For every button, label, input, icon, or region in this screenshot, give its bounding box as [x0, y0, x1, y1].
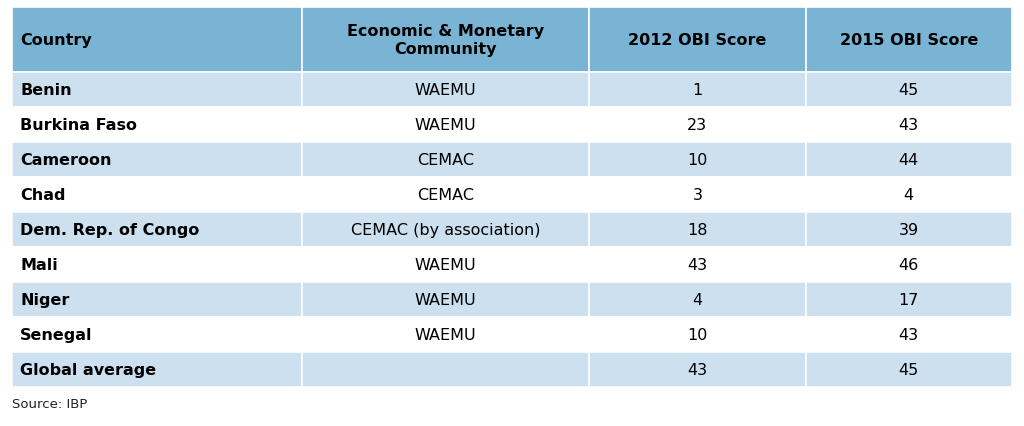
Bar — [589, 143, 806, 178]
Text: 43: 43 — [899, 327, 919, 342]
Bar — [302, 317, 589, 352]
Text: Benin: Benin — [20, 83, 72, 98]
Bar — [589, 108, 806, 143]
Bar — [302, 178, 589, 213]
Bar — [302, 282, 589, 317]
Text: Senegal: Senegal — [20, 327, 93, 342]
Text: 10: 10 — [687, 153, 708, 167]
Bar — [302, 8, 589, 73]
Bar — [589, 248, 806, 282]
Bar — [806, 248, 1012, 282]
Text: 17: 17 — [899, 292, 919, 307]
Text: 1: 1 — [692, 83, 702, 98]
Bar — [589, 8, 806, 73]
Bar — [806, 282, 1012, 317]
Text: 2015 OBI Score: 2015 OBI Score — [840, 33, 978, 48]
Bar — [806, 8, 1012, 73]
Bar — [589, 282, 806, 317]
Bar — [589, 73, 806, 108]
Text: Cameroon: Cameroon — [20, 153, 112, 167]
Text: 44: 44 — [899, 153, 919, 167]
Bar — [806, 143, 1012, 178]
Text: Chad: Chad — [20, 187, 66, 202]
Text: 46: 46 — [899, 257, 919, 272]
Text: Economic & Monetary
Community: Economic & Monetary Community — [347, 24, 544, 57]
Text: 39: 39 — [899, 222, 919, 237]
Text: WAEMU: WAEMU — [415, 118, 476, 132]
Bar — [589, 213, 806, 248]
Bar — [12, 143, 302, 178]
Text: Dem. Rep. of Congo: Dem. Rep. of Congo — [20, 222, 200, 237]
Bar — [806, 317, 1012, 352]
Text: 4: 4 — [692, 292, 702, 307]
Bar — [806, 73, 1012, 108]
Bar — [302, 73, 589, 108]
Bar — [12, 352, 302, 387]
Bar — [12, 248, 302, 282]
Bar — [302, 108, 589, 143]
Text: 10: 10 — [687, 327, 708, 342]
Text: 43: 43 — [687, 362, 708, 377]
Text: 2012 OBI Score: 2012 OBI Score — [628, 33, 767, 48]
Text: 3: 3 — [692, 187, 702, 202]
Text: WAEMU: WAEMU — [415, 292, 476, 307]
Text: WAEMU: WAEMU — [415, 83, 476, 98]
Text: 4: 4 — [904, 187, 913, 202]
Bar — [589, 178, 806, 213]
Text: 18: 18 — [687, 222, 708, 237]
Bar — [589, 352, 806, 387]
Bar — [589, 317, 806, 352]
Text: Niger: Niger — [20, 292, 70, 307]
Text: 43: 43 — [687, 257, 708, 272]
Text: 45: 45 — [899, 362, 919, 377]
Bar — [12, 282, 302, 317]
Text: Country: Country — [20, 33, 92, 48]
Bar — [12, 108, 302, 143]
Bar — [302, 248, 589, 282]
Text: Global average: Global average — [20, 362, 157, 377]
Text: CEMAC: CEMAC — [417, 187, 474, 202]
Bar — [806, 108, 1012, 143]
Bar — [12, 213, 302, 248]
Bar — [806, 352, 1012, 387]
Text: Burkina Faso: Burkina Faso — [20, 118, 137, 132]
Text: 23: 23 — [687, 118, 708, 132]
Text: WAEMU: WAEMU — [415, 257, 476, 272]
Bar — [806, 178, 1012, 213]
Text: WAEMU: WAEMU — [415, 327, 476, 342]
Text: 45: 45 — [899, 83, 919, 98]
Text: CEMAC: CEMAC — [417, 153, 474, 167]
Bar — [806, 213, 1012, 248]
Bar — [12, 317, 302, 352]
Bar — [302, 213, 589, 248]
Text: 43: 43 — [899, 118, 919, 132]
Bar — [302, 352, 589, 387]
Text: Mali: Mali — [20, 257, 58, 272]
Text: Source: IBP: Source: IBP — [12, 397, 88, 410]
Bar — [12, 73, 302, 108]
Bar — [12, 178, 302, 213]
Bar — [302, 143, 589, 178]
Bar — [12, 8, 302, 73]
Text: CEMAC (by association): CEMAC (by association) — [350, 222, 541, 237]
